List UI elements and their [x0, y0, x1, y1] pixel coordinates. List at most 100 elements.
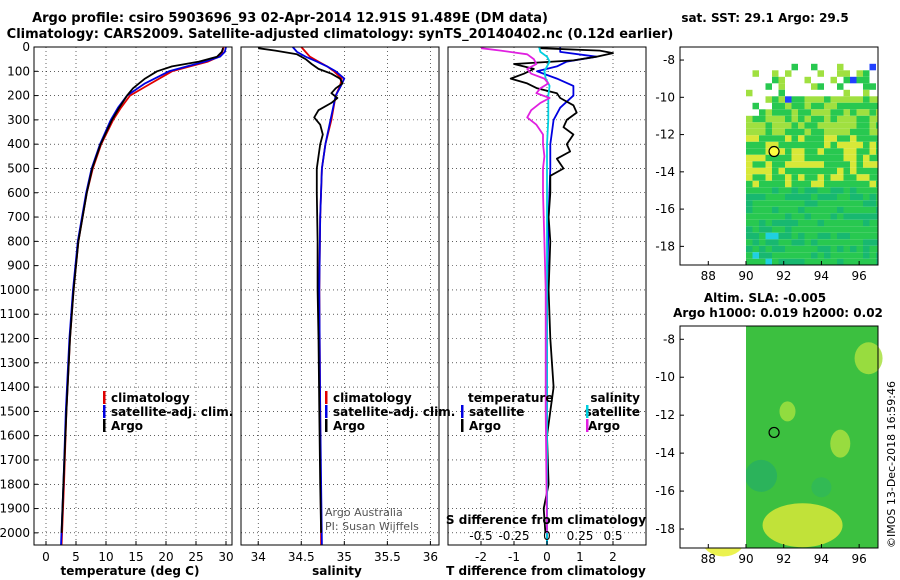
sst-cell [752, 206, 759, 214]
sst-cell [785, 96, 792, 103]
sst-cell [752, 219, 759, 227]
sst-cell [863, 187, 870, 194]
sst-cell [785, 200, 792, 207]
sst-cell [778, 122, 785, 129]
sst-cell [824, 135, 831, 142]
header-line-2: Climatology: CARS2009. Satellite-adjuste… [7, 27, 674, 42]
sst-cell [811, 109, 818, 116]
sst-cell [843, 258, 850, 265]
sst-cell [772, 115, 779, 123]
sst-cell [791, 239, 798, 246]
sst-cell [817, 70, 824, 77]
sst-cell [843, 102, 850, 110]
sst-cell [830, 200, 837, 207]
sst-cell [772, 167, 779, 175]
sst-cell [772, 174, 779, 181]
sst-cell [791, 102, 798, 110]
sst-cell [791, 180, 798, 188]
sst-cell [850, 135, 857, 142]
y-tick-label: 1400 [0, 380, 30, 394]
sst-cell [811, 187, 818, 194]
sst-cell [752, 70, 759, 77]
sst-cell [765, 154, 772, 162]
sst-cell [850, 232, 857, 240]
sst-cell [752, 239, 759, 246]
sst-cell [791, 187, 798, 194]
sst-cell [765, 161, 772, 168]
sst-cell [772, 141, 779, 149]
sst-cell [798, 174, 805, 181]
sst-cell [785, 135, 792, 142]
sst-cell [830, 109, 837, 116]
sst-cell [856, 167, 863, 175]
sst-cell [837, 122, 844, 129]
sla-map-panel: Altim. SLA: -0.005 Argo h1000: 0.019 h20… [655, 291, 883, 566]
sst-cell [791, 161, 798, 168]
sst-cell [856, 206, 863, 214]
legend-t-argo: Argo [469, 419, 501, 433]
sst-cell [876, 187, 878, 194]
sst-cell [863, 232, 870, 240]
sst-cell [759, 154, 766, 162]
sst-cell [798, 226, 805, 233]
sst-cell [843, 252, 850, 259]
temperature-panel: 0 5 10 15 20 25 30 0 100 200 300 400 500 600 700 800 90… [0, 40, 234, 578]
sst-cell [817, 174, 824, 181]
sst-cell [811, 83, 818, 90]
sst-cell [876, 245, 878, 253]
sst-cell [798, 219, 805, 227]
sst-cell [765, 167, 772, 175]
sst-cell [765, 226, 772, 233]
sla-anomaly-patch [745, 459, 778, 492]
map-y-tick-label: -10 [655, 370, 675, 384]
sst-cell [746, 258, 753, 265]
sst-cell [746, 252, 753, 259]
sst-cell [759, 115, 766, 123]
sst-cell [876, 232, 878, 240]
sst-cell [856, 213, 863, 220]
sst-cell [876, 213, 878, 220]
sst-cell [772, 200, 779, 207]
sst-cell [876, 154, 878, 162]
sst-cell [863, 180, 870, 188]
legend-argo: Argo [333, 419, 365, 433]
sst-cell [869, 109, 876, 116]
sst-cell [869, 258, 876, 265]
sst-cell [830, 154, 837, 162]
sst-cell [869, 206, 876, 214]
sst-cell [752, 174, 759, 181]
sla-map-title: Altim. SLA: -0.005 [704, 291, 826, 305]
sst-cell [752, 154, 759, 162]
legend-climatology: climatology [333, 391, 412, 405]
sst-cell [850, 76, 857, 84]
sst-cell [824, 206, 831, 214]
sst-cell [811, 102, 818, 110]
sst-cell [765, 128, 772, 136]
sst-cell [856, 148, 863, 155]
sst-cell [746, 174, 753, 181]
sst-cell [843, 148, 850, 155]
sst-cell [837, 115, 844, 123]
credit-line-1: Argo Australia [325, 506, 403, 519]
sst-cell [824, 128, 831, 136]
sst-cell [876, 180, 878, 188]
sst-cell [746, 206, 753, 214]
sst-cell [869, 226, 876, 233]
sst-cell [811, 245, 818, 253]
sst-cell [759, 245, 766, 253]
sst-cell [824, 180, 831, 188]
sst-cell [837, 258, 844, 265]
sst-cell [824, 219, 831, 227]
sst-cell [830, 226, 837, 233]
sst-cell [811, 193, 818, 201]
sst-cell [759, 232, 766, 240]
sst-cell [869, 174, 876, 181]
sst-cell [778, 219, 785, 227]
sst-cell [772, 187, 779, 194]
legend-swatch-argo [103, 419, 106, 432]
series-line-climatology [60, 46, 225, 546]
sst-cell [850, 252, 857, 259]
sst-cell [804, 154, 811, 162]
sst-cell [765, 219, 772, 227]
x-tick-label: -2 [475, 550, 487, 564]
